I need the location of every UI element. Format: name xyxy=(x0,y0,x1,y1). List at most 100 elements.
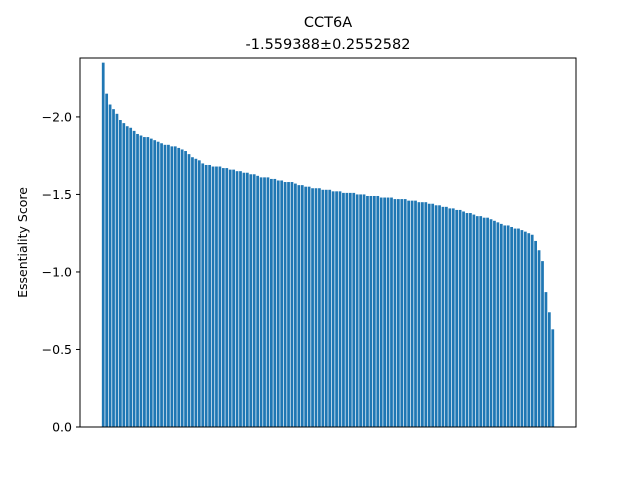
bar xyxy=(489,219,493,427)
bar xyxy=(379,197,383,427)
bar xyxy=(534,240,537,427)
bar xyxy=(311,188,314,427)
bar xyxy=(149,138,153,427)
bar xyxy=(458,209,462,427)
bar xyxy=(376,195,380,427)
bar xyxy=(462,211,465,427)
bar xyxy=(191,157,194,428)
bar xyxy=(348,192,352,427)
y-axis-label: Essentiality Score xyxy=(15,187,30,298)
bar xyxy=(122,123,126,428)
plot-frame xyxy=(79,57,577,428)
bar xyxy=(541,261,544,427)
bar xyxy=(208,164,211,428)
bar xyxy=(146,137,150,427)
bar xyxy=(523,231,527,427)
bar xyxy=(544,292,548,427)
y-tick-label: −1.0 xyxy=(42,264,72,279)
bar xyxy=(297,185,301,427)
bar xyxy=(252,174,256,427)
bar xyxy=(101,62,105,428)
bar xyxy=(290,182,294,427)
bar xyxy=(499,223,503,427)
bar xyxy=(355,194,359,427)
bar xyxy=(259,177,263,427)
bar xyxy=(482,217,486,427)
bar xyxy=(119,120,122,428)
bar xyxy=(294,183,297,427)
bar xyxy=(465,213,469,427)
bar xyxy=(153,140,157,428)
bar xyxy=(537,250,541,427)
bar xyxy=(455,209,459,427)
bar xyxy=(472,214,476,427)
bar xyxy=(242,172,246,427)
y-tick-label: −0.5 xyxy=(42,342,72,357)
bar xyxy=(187,154,191,427)
bar xyxy=(112,109,115,427)
bar xyxy=(211,166,215,427)
bar xyxy=(407,200,411,427)
bar xyxy=(469,213,472,427)
bar xyxy=(249,174,253,427)
bar xyxy=(503,225,507,427)
bar xyxy=(338,191,342,427)
bar xyxy=(156,141,160,427)
bar xyxy=(287,182,290,427)
bar xyxy=(232,169,235,427)
bars-group xyxy=(101,62,555,428)
bar xyxy=(245,172,249,427)
bar xyxy=(139,135,143,427)
bar xyxy=(396,199,400,427)
bar xyxy=(314,188,318,427)
bar xyxy=(283,182,287,427)
bar xyxy=(201,163,205,427)
bar xyxy=(520,230,524,427)
bar xyxy=(221,168,225,427)
bar xyxy=(136,133,139,427)
bar xyxy=(125,126,129,427)
bar xyxy=(184,151,187,427)
bar xyxy=(372,195,376,427)
bar xyxy=(331,191,335,427)
y-tick-label: −2.0 xyxy=(42,109,72,124)
bar xyxy=(276,180,280,427)
bar xyxy=(345,192,349,427)
bar xyxy=(421,202,424,427)
bar xyxy=(177,147,181,428)
bar xyxy=(386,197,390,427)
bar xyxy=(393,199,397,427)
y-axis-ticks: 0.0 −0.5 −1.0 −1.5 −2.0 xyxy=(42,109,80,435)
bar xyxy=(445,206,448,427)
bar xyxy=(318,188,321,427)
bar xyxy=(328,189,332,427)
bar xyxy=(307,186,311,427)
bar xyxy=(417,202,421,427)
bar xyxy=(496,222,500,427)
bar xyxy=(256,175,260,427)
bar xyxy=(448,208,452,427)
bar xyxy=(431,203,435,427)
bar xyxy=(527,233,531,427)
bar xyxy=(547,312,551,427)
bar xyxy=(335,191,338,427)
bar xyxy=(434,205,438,427)
bar xyxy=(228,169,232,427)
bar xyxy=(218,166,222,427)
bar xyxy=(410,200,414,427)
bar xyxy=(266,177,270,427)
bar xyxy=(414,200,417,427)
bar xyxy=(551,329,555,427)
chart-title: CCT6A xyxy=(304,15,352,31)
bar xyxy=(424,202,428,427)
bar xyxy=(324,189,328,427)
bar xyxy=(105,93,109,427)
bar xyxy=(366,195,369,427)
bar xyxy=(163,144,167,427)
bar xyxy=(194,158,198,427)
bar xyxy=(263,177,266,427)
bar xyxy=(197,160,201,427)
bar xyxy=(530,234,534,427)
bar xyxy=(167,144,170,427)
bar xyxy=(359,194,362,427)
